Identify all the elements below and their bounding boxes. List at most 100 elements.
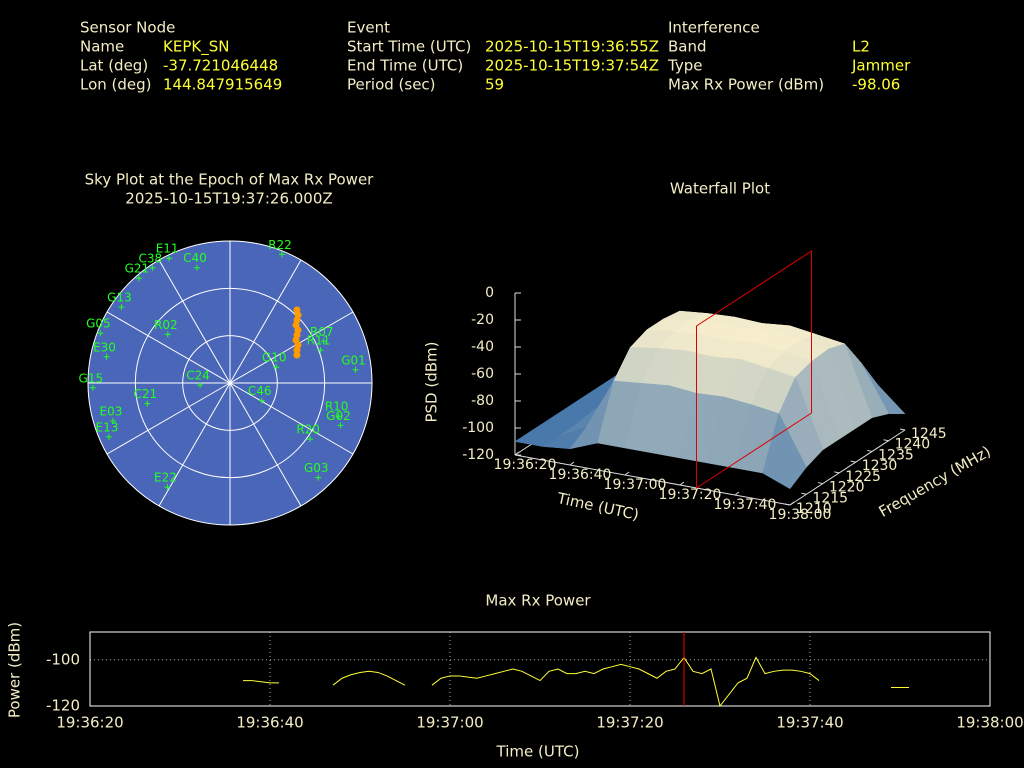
satellite-label: R22 <box>268 238 292 252</box>
x-tick-label: 19:37:00 <box>416 714 483 732</box>
satellite-label: E13 <box>95 420 118 434</box>
y-tick-label: 1240 <box>895 437 931 453</box>
y-tick-label: 1245 <box>911 426 947 442</box>
field-label: Band <box>668 38 707 56</box>
y-tick-label: 1225 <box>845 469 881 485</box>
elevation-ring <box>182 335 278 431</box>
satellite-label: C40 <box>183 251 207 265</box>
spoke <box>158 259 231 384</box>
satellite <box>279 251 286 258</box>
y-tick-label: 1220 <box>829 480 865 496</box>
y-tick-label: 1235 <box>878 447 914 463</box>
spoke <box>229 259 302 384</box>
y-tick <box>817 482 823 485</box>
satellite <box>97 330 104 337</box>
y-tick <box>883 439 889 442</box>
field-label: Max Rx Power (dBm) <box>668 76 824 94</box>
field-value: 59 <box>485 76 504 94</box>
surface-cell <box>762 413 807 490</box>
epoch-plane <box>696 250 812 489</box>
satellite-label: E30 <box>93 340 116 354</box>
satellite <box>149 264 156 271</box>
plot-frame <box>89 631 991 707</box>
satellite-label: E11 <box>156 242 179 256</box>
satellite-label: C46 <box>248 384 272 398</box>
satellite <box>109 418 116 425</box>
x-tick <box>514 451 520 456</box>
track-point <box>293 351 301 359</box>
sky-title: Sky Plot at the Epoch of Max Rx Power <box>85 171 375 189</box>
x-tick <box>734 491 740 496</box>
satellite-label: R11 <box>307 334 331 348</box>
satellite <box>164 484 171 491</box>
satellite <box>89 384 96 391</box>
x-tick-label: 19:37:00 <box>604 477 667 493</box>
x-tick-label: 19:36:40 <box>236 714 303 732</box>
field-value: 2025-10-15T19:37:54Z <box>485 57 659 75</box>
y-tick <box>801 492 807 495</box>
field-value: -37.721046448 <box>163 57 278 75</box>
spoke <box>106 311 231 384</box>
z-tick-label: -20 <box>471 312 494 328</box>
y-tick <box>834 471 840 474</box>
satellite-label: G02 <box>326 409 351 423</box>
satellite <box>118 303 125 310</box>
satellite <box>197 382 204 389</box>
satellite-label: R02 <box>154 318 178 332</box>
satellite <box>166 255 173 262</box>
x-tick-label: 19:37:40 <box>714 497 777 513</box>
x-tick-label: 19:38:00 <box>769 507 832 523</box>
x-tick <box>624 471 630 476</box>
satellite-label: R10 <box>325 400 349 414</box>
axis <box>514 454 791 506</box>
axis <box>789 429 906 506</box>
satellite <box>258 397 265 404</box>
satellite <box>103 353 110 360</box>
satellite-label: G10 <box>262 351 287 365</box>
satellite-label: G05 <box>86 317 111 331</box>
y-tick-label: 1210 <box>796 501 832 517</box>
satellite-label: R20 <box>296 423 320 437</box>
z-tick-label: 0 <box>485 285 494 301</box>
satellite <box>135 275 142 282</box>
field-label: Lon (deg) <box>80 76 152 94</box>
x-tick-label: 19:36:20 <box>56 714 123 732</box>
field-label: Lat (deg) <box>80 57 148 75</box>
x-tick-label: 19:37:20 <box>596 714 663 732</box>
x-tick <box>679 481 685 486</box>
y-tick <box>850 460 856 463</box>
satellite <box>193 264 200 271</box>
x-tick-label: 19:37:20 <box>659 487 722 503</box>
y-tick-label: 1230 <box>862 458 898 474</box>
satellite-label: G01 <box>341 353 366 367</box>
x-tick-label: 19:37:40 <box>776 714 843 732</box>
x-tick <box>569 461 575 466</box>
spoke <box>229 311 354 384</box>
field-label: Name <box>80 38 124 56</box>
z-tick-label: -60 <box>471 366 494 382</box>
power-line <box>243 656 909 708</box>
x-tick <box>789 501 795 506</box>
satellite-label: G15 <box>79 371 104 385</box>
field-value: KEPK_SN <box>163 38 229 57</box>
elevation-ring <box>87 240 373 526</box>
satellite <box>337 422 344 429</box>
satellite-label: G21 <box>125 262 150 276</box>
satellite <box>320 338 327 345</box>
y-tick <box>867 449 873 452</box>
x-tick-label: 19:36:40 <box>549 467 612 483</box>
z-tick-label: -100 <box>462 420 494 436</box>
spoke <box>106 382 231 455</box>
field-value: -98.06 <box>852 76 900 94</box>
track-point <box>293 346 301 354</box>
x-tick-label: 19:36:20 <box>494 457 557 473</box>
section-title: Event <box>347 19 390 37</box>
z-tick-label: -80 <box>471 393 494 409</box>
satellite-label: C24 <box>186 369 210 383</box>
satellite <box>307 436 314 443</box>
field-label: Start Time (UTC) <box>347 38 471 56</box>
satellite <box>315 474 322 481</box>
spoke <box>229 382 302 507</box>
